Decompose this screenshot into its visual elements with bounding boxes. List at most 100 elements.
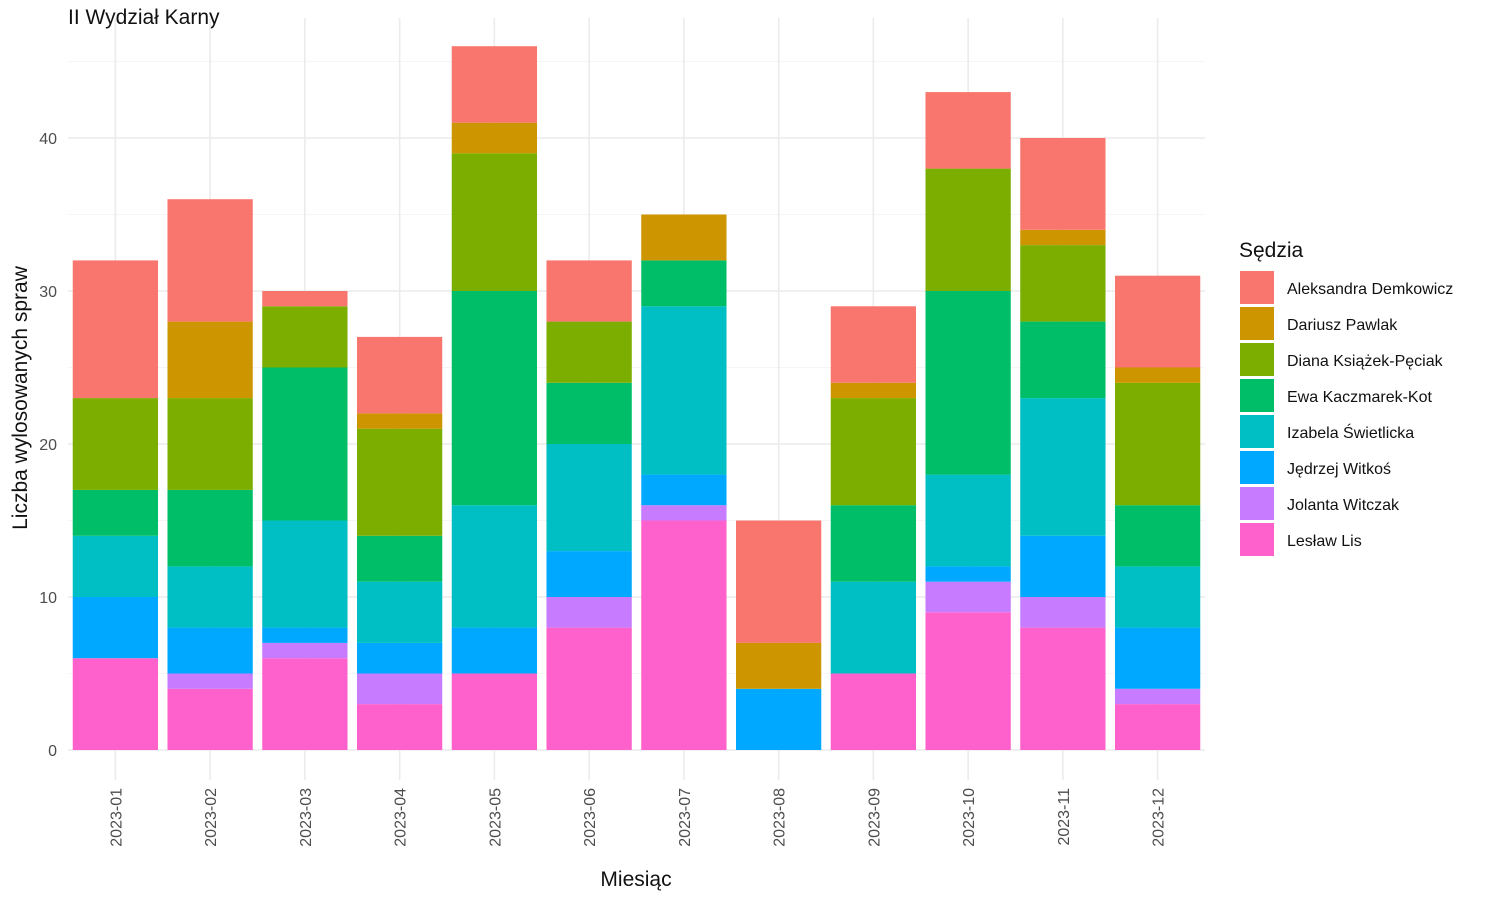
bar-segment (830, 581, 917, 674)
bar-segment (925, 291, 1011, 475)
bar-segment (451, 153, 538, 291)
bar-segment (72, 535, 159, 597)
bar-segment (262, 642, 348, 659)
bar-segment (1114, 627, 1201, 689)
bar-segment (546, 551, 632, 597)
bar-segment (167, 321, 253, 399)
legend-key (1240, 379, 1274, 412)
bar-segment (735, 642, 822, 689)
bar-segment (356, 581, 443, 643)
bar-segment (735, 688, 822, 750)
bar-segment (925, 168, 1011, 291)
bar-segment (72, 597, 159, 659)
bar-segment (1114, 367, 1201, 383)
legend-title: Sędzia (1239, 239, 1304, 262)
bar-segment (167, 566, 253, 628)
bar-segment (167, 688, 253, 750)
bar-segment (546, 382, 632, 444)
y-tick-label: 20 (39, 437, 57, 454)
x-tick-label: 2023-02 (203, 788, 220, 847)
bar-segment (1020, 398, 1106, 536)
bar-segment (356, 535, 443, 582)
bar-segment (451, 673, 538, 750)
x-tick-label: 2023-03 (298, 788, 315, 847)
bar-segment (641, 214, 727, 261)
bar-segment (451, 291, 538, 506)
bar-segment (546, 321, 632, 383)
bar-segment (72, 260, 159, 399)
bar-segment (451, 46, 538, 123)
bar-segment (1114, 382, 1201, 506)
bar-segment (356, 704, 443, 750)
bar-segment (1020, 535, 1106, 597)
x-tick-label: 2023-10 (961, 788, 978, 847)
x-axis-title: Miesiąc (600, 868, 671, 891)
bar-segment (925, 474, 1011, 567)
bar-segment (1020, 138, 1106, 230)
bar-segment (546, 597, 632, 628)
x-tick-label: 2023-06 (582, 788, 599, 847)
x-tick-label: 2023-04 (393, 788, 410, 847)
bar-segment (167, 627, 253, 674)
bar-segment (1020, 627, 1106, 750)
bar-segment (830, 505, 917, 582)
y-axis-title: Liczba wylosowanych spraw (9, 265, 32, 530)
legend-label: Izabela Świetlicka (1287, 423, 1414, 442)
legend-label: Diana Książek-Pęciak (1287, 353, 1444, 370)
bar-segment (641, 260, 727, 307)
bar-segment (641, 520, 727, 750)
legend-key (1240, 487, 1274, 520)
bar-segment (735, 520, 822, 643)
bar-segment (72, 398, 159, 490)
bar-segment (1114, 566, 1201, 628)
legend-key (1240, 415, 1274, 448)
legend-key (1240, 343, 1274, 376)
bar-segment (451, 505, 538, 628)
bar-segment (641, 306, 727, 475)
bar-segment (451, 627, 538, 674)
bar-segment (925, 612, 1011, 750)
bar-segment (356, 428, 443, 536)
bar-segment (830, 382, 917, 399)
bar-segment (262, 367, 348, 521)
bar-segment (830, 306, 917, 383)
y-tick-label: 0 (48, 743, 57, 760)
x-tick-label: 2023-05 (487, 788, 504, 847)
x-tick-label: 2023-12 (1151, 788, 1168, 847)
bar-segment (1020, 229, 1106, 246)
bar-segment (1114, 688, 1201, 705)
x-tick-label: 2023-09 (866, 788, 883, 847)
x-tick-label: 2023-11 (1056, 788, 1073, 846)
legend-label: Jolanta Witczak (1287, 497, 1400, 514)
legend-label: Dariusz Pawlak (1287, 317, 1398, 334)
legend-label: Jędrzej Witkoś (1287, 461, 1391, 478)
bar-segment (262, 306, 348, 368)
x-tick-label: 2023-07 (677, 788, 694, 847)
legend-label: Lesław Lis (1287, 533, 1362, 550)
legend-label: Aleksandra Demkowicz (1287, 281, 1453, 298)
bar-segment (262, 658, 348, 750)
x-tick-label: 2023-01 (108, 788, 125, 847)
bar-segment (262, 627, 348, 643)
bar-segment (1020, 597, 1106, 628)
y-tick-label: 10 (39, 590, 57, 607)
legend-key (1240, 523, 1274, 556)
legend: Sędzia Aleksandra Demkowicz Dariusz Pawla… (1239, 239, 1453, 556)
bar-segment (1114, 505, 1201, 567)
legend-key (1240, 307, 1274, 340)
legend-key (1240, 451, 1274, 484)
bar-segment (72, 658, 159, 750)
bar-segment (641, 474, 727, 506)
bar-segment (1020, 321, 1106, 399)
bar-segment (546, 444, 632, 552)
bar-segment (356, 673, 443, 705)
bar-segment (72, 489, 159, 536)
bar-segment (356, 336, 443, 414)
x-axis-ticks: 2023-01 2023-02 2023-03 2023-04 2023-05 2023-… (108, 788, 1167, 847)
bar-segment (641, 505, 727, 521)
bar-segment (262, 520, 348, 628)
bar-segment (167, 489, 253, 567)
legend-key (1240, 271, 1274, 304)
bar-segment (546, 260, 632, 322)
